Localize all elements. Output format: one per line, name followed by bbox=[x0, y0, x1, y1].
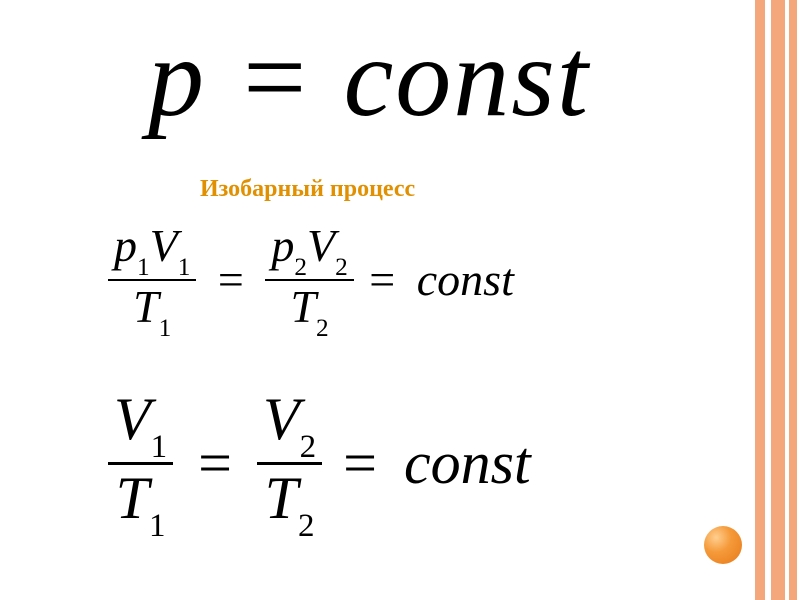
den-var: T bbox=[116, 465, 149, 531]
eq-rhs: const bbox=[417, 253, 514, 306]
fraction-1: V1 T1 bbox=[108, 388, 173, 538]
eq-rhs: const bbox=[404, 429, 531, 498]
subscript: 2 bbox=[294, 253, 307, 281]
subscript: 1 bbox=[151, 429, 168, 465]
subscript: 2 bbox=[298, 508, 315, 544]
stripe bbox=[771, 0, 785, 600]
subscript: 1 bbox=[178, 253, 191, 281]
subscript: 1 bbox=[159, 314, 172, 342]
subscript: 2 bbox=[300, 429, 317, 465]
subscript: 2 bbox=[316, 314, 329, 342]
num-var: p bbox=[114, 220, 137, 271]
subscript: 2 bbox=[335, 253, 348, 281]
den-var: T bbox=[133, 281, 159, 332]
decorative-stripes bbox=[755, 0, 800, 600]
stripe bbox=[789, 0, 797, 600]
equals-sign: = bbox=[188, 429, 242, 498]
den-var: T bbox=[265, 465, 298, 531]
num-var: p bbox=[271, 220, 294, 271]
subscript: 1 bbox=[137, 253, 150, 281]
num-var: V bbox=[150, 220, 178, 271]
fraction-2: p2V2 T2 bbox=[265, 222, 353, 337]
num-var: V bbox=[307, 220, 335, 271]
equation-isobaric: V1 T1 = V2 T2 = const bbox=[108, 388, 531, 538]
subscript: 1 bbox=[149, 508, 166, 544]
equals-sign: = bbox=[337, 429, 389, 498]
main-eq-lhs: p bbox=[148, 16, 206, 140]
fraction-1: p1V1 T1 bbox=[108, 222, 196, 337]
slide-title: Изобарный процесс bbox=[200, 176, 415, 203]
main-eq-sign: = bbox=[206, 16, 344, 140]
equals-sign: = bbox=[208, 253, 254, 306]
fraction-2: V2 T2 bbox=[257, 388, 322, 538]
num-var: V bbox=[263, 386, 300, 452]
equals-sign: = bbox=[365, 253, 405, 306]
main-eq-rhs: const bbox=[344, 16, 590, 140]
decorative-dot-icon bbox=[704, 526, 742, 564]
main-equation: p = const bbox=[148, 14, 590, 143]
stripe bbox=[755, 0, 765, 600]
den-var: T bbox=[290, 281, 316, 332]
num-var: V bbox=[114, 386, 151, 452]
equation-gas-law: p1V1 T1 = p2V2 T2 = const bbox=[108, 222, 514, 337]
